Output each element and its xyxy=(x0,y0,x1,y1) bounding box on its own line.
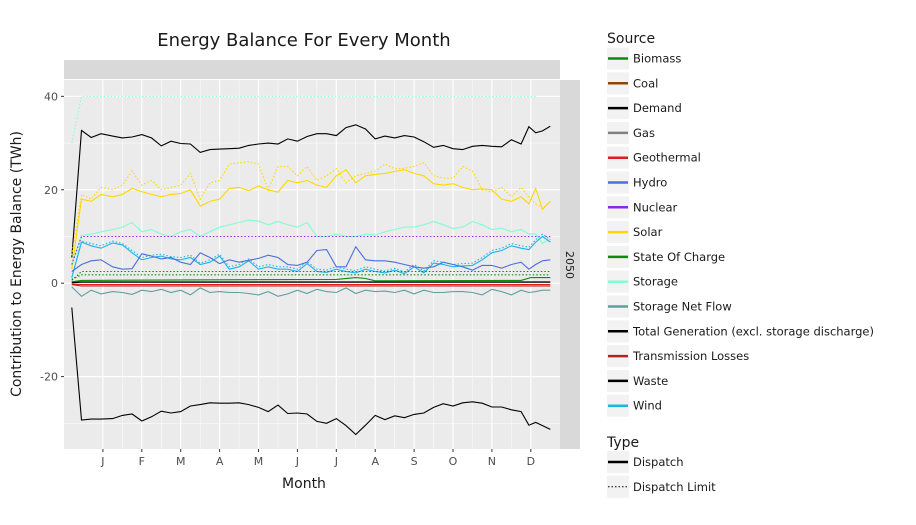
legend-type-title: Type xyxy=(606,435,639,451)
y-tick-label: 40 xyxy=(44,90,58,103)
facet-strip-right xyxy=(560,80,580,449)
legend-label-gas: Gas xyxy=(633,126,655,140)
x-tick-label: A xyxy=(371,455,379,468)
legend-label-solar: Solar xyxy=(633,225,663,239)
x-tick-label: M xyxy=(176,455,186,468)
legend-label-total-generation-excl-storage-discharge-: Total Generation (excl. storage discharg… xyxy=(632,324,874,338)
series-line-waste xyxy=(71,281,551,284)
legend-label-transmission-losses: Transmission Losses xyxy=(632,349,749,363)
legend-label-biomass: Biomass xyxy=(633,52,681,66)
x-tick-label: F xyxy=(139,455,145,468)
x-tick-label: N xyxy=(488,455,496,468)
series-line-geothermal xyxy=(71,283,551,286)
x-tick-label: J xyxy=(295,455,299,468)
x-tick-label: J xyxy=(334,455,338,468)
plot-panel xyxy=(64,80,560,449)
series-line-solar xyxy=(71,168,551,270)
legend-label-geothermal: Geothermal xyxy=(633,151,701,165)
legend-source: Biomass Coal Demand Gas Geothermal Hydro Nucle… xyxy=(607,47,874,417)
legend-label-dispatch: Dispatch xyxy=(633,455,684,469)
series-line-state-of-charge-limit xyxy=(71,270,551,281)
x-tick-label: M xyxy=(254,455,264,468)
legend-type: Dispatch Dispatch Limit xyxy=(607,451,716,498)
legend-label-demand: Demand xyxy=(633,101,682,115)
legend-label-nuclear: Nuclear xyxy=(633,200,678,214)
series-line-storage-limit xyxy=(71,95,538,144)
chart-title: Energy Balance For Every Month xyxy=(157,30,450,51)
series-line-biomass xyxy=(71,277,551,283)
legend-label-hydro: Hydro xyxy=(633,176,667,190)
legend-label-coal: Coal xyxy=(633,76,658,90)
series-line-transmission-losses xyxy=(71,284,551,287)
legend-label-waste: Waste xyxy=(633,374,668,388)
x-tick-label: O xyxy=(449,455,458,468)
legend-label-dispatch-limit: Dispatch Limit xyxy=(633,480,716,494)
x-axis-label: Month xyxy=(282,476,326,492)
x-tick-label: J xyxy=(100,455,104,468)
x-tick-label: S xyxy=(411,455,418,468)
legend-key-dispatch-limit xyxy=(607,475,629,498)
y-tick-label: -20 xyxy=(40,371,58,384)
series-line-hydro xyxy=(71,245,551,272)
y-axis-label: Contribution to Energy Balance (TWh) xyxy=(9,131,25,397)
facet-strip-top xyxy=(64,60,560,79)
y-tick-label: 0 xyxy=(51,277,58,290)
series-line-storage-net-flow xyxy=(71,286,551,297)
y-tick-label: 20 xyxy=(44,184,58,197)
legend-label-storage-net-flow: Storage Net Flow xyxy=(633,300,732,314)
legend-label-state-of-charge: State Of Charge xyxy=(633,250,725,264)
facet-label: 2050 xyxy=(563,251,576,279)
series-line-solar-limit xyxy=(71,161,551,256)
legend-label-wind: Wind xyxy=(633,399,662,413)
x-tick-label: D xyxy=(527,455,535,468)
series-line-wind-limit xyxy=(71,233,551,278)
series-lines xyxy=(71,95,551,436)
legend-label-storage: Storage xyxy=(633,275,678,289)
x-tick-label: A xyxy=(216,455,224,468)
series-line-demand xyxy=(71,307,551,436)
y-axis-ticks: -20 0 20 40 xyxy=(40,90,64,384)
series-line-storage xyxy=(71,219,551,265)
series-line-total-generation-excl-storage-discharge- xyxy=(71,124,551,258)
legend-source-title: Source xyxy=(607,31,655,47)
